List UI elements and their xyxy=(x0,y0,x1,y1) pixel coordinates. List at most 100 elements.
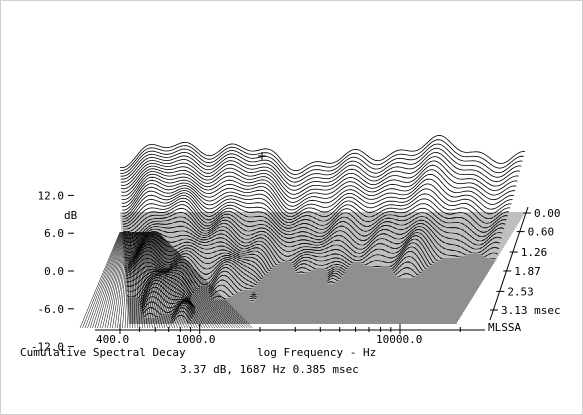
cursor-marker xyxy=(258,152,266,160)
time-tick: 0.00 xyxy=(523,207,561,220)
floor-hatch-line xyxy=(143,231,191,329)
decay-slice-trace xyxy=(122,183,509,224)
software-label: MLSSA xyxy=(488,321,521,334)
floor-hatch-line xyxy=(139,231,168,329)
x-axis-label: log Frequency - Hz xyxy=(257,346,376,359)
y-tick: 0.0 xyxy=(44,265,74,278)
decay-slice-trace xyxy=(121,164,517,199)
y-tick: 12.0 xyxy=(38,189,74,202)
x-tick: 1000.0 xyxy=(176,324,216,346)
floor-hatch-line xyxy=(107,231,127,329)
floor-hatch-line xyxy=(135,231,153,329)
floor-hatch-line xyxy=(142,231,183,329)
y-tick-label: 12.0 xyxy=(38,189,65,202)
decay-slice-trace xyxy=(121,173,513,211)
time-tick-label: 3.13 msec xyxy=(501,304,561,317)
floor-hatch-line xyxy=(145,231,196,329)
floor-hatch-line xyxy=(89,231,123,329)
x-tick-label: 10000.0 xyxy=(376,333,422,346)
floor-hatch-line xyxy=(129,231,132,329)
decay-slice-trace xyxy=(123,228,493,266)
time-tick: 0.60 xyxy=(516,226,555,239)
floor-hatch-line xyxy=(147,231,208,329)
decay-slice-trace xyxy=(120,143,523,179)
decay-slice-trace xyxy=(120,160,518,195)
decay-slice-trace xyxy=(120,147,522,183)
time-tick: 3.13 msec xyxy=(490,304,561,317)
decay-slice-trace xyxy=(121,179,511,219)
y-axis-label: dB xyxy=(64,209,78,222)
time-tick: 2.53 xyxy=(496,285,534,298)
x-tick-label: 400.0 xyxy=(96,333,129,346)
decay-slice-trace xyxy=(122,190,507,233)
floor-hatch-line xyxy=(156,231,248,329)
decay-traces xyxy=(119,134,526,324)
floor-hatch-line xyxy=(112,231,128,329)
decay-slice-fill xyxy=(128,301,463,313)
y-tick: 6.0 xyxy=(44,227,74,240)
floor-hatch-line xyxy=(99,231,125,329)
decay-slice-trace xyxy=(122,186,508,229)
time-axis: 0.00 0.60 1.26 1.87 2.53 3.13 msec xyxy=(489,206,561,321)
cursor-readout: 3.37 dB, 1687 Hz 0.385 msec xyxy=(180,363,359,376)
decay-slice-trace xyxy=(120,139,524,175)
floor-hatch-line xyxy=(122,231,130,329)
floor-hatch-line xyxy=(153,231,233,329)
time-tick-label: 0.00 xyxy=(534,207,561,220)
floor-hatch-line xyxy=(92,231,123,329)
floor-hatch-line xyxy=(131,231,133,329)
decay-slice-trace xyxy=(121,176,512,215)
time-tick: 1.87 xyxy=(503,265,541,278)
floor-hatch-line xyxy=(146,231,203,329)
time-axis-line xyxy=(489,206,529,321)
time-tick-label: 1.26 xyxy=(521,246,548,259)
decay-slice-trace xyxy=(119,134,526,172)
x-tick: 10000.0 xyxy=(376,324,422,346)
floor-hatch-line xyxy=(152,231,231,329)
y-tick: -6.0 xyxy=(38,303,74,316)
decay-slice-trace xyxy=(121,168,516,203)
floor-hatch-line xyxy=(133,231,143,329)
time-tick: 1.26 xyxy=(509,246,548,259)
decay-slice-trace xyxy=(120,151,521,187)
floor-hatch-line xyxy=(145,231,198,329)
x-axis: 400.0 1000.0 10000.0 xyxy=(95,324,485,346)
time-tick-label: 0.60 xyxy=(528,226,555,239)
floor-hatch-line xyxy=(79,231,121,329)
time-tick-label: 1.87 xyxy=(514,265,541,278)
floor-hatch-line xyxy=(119,231,130,329)
y-tick: -12.0 xyxy=(31,341,74,354)
x-tick-label: 1000.0 xyxy=(176,333,216,346)
y-tick-label: 6.0 xyxy=(44,227,64,240)
floor-hatch-line xyxy=(109,231,127,329)
floor-hatch-line xyxy=(152,231,228,329)
y-tick-label: -6.0 xyxy=(38,303,65,316)
floor-hatch-line xyxy=(155,231,243,329)
floor-hatch-line xyxy=(87,231,122,329)
floor-hatch-line xyxy=(94,231,124,329)
floor-hatch-line xyxy=(151,231,226,329)
decay-slice-trace xyxy=(120,156,519,191)
decay-slice-trace xyxy=(123,216,497,260)
floor-hatch-line xyxy=(82,231,121,329)
floor-hatch-line xyxy=(104,231,126,329)
floor-hatch-line xyxy=(154,231,238,329)
x-tick: 400.0 xyxy=(96,324,129,346)
decay-slice-trace xyxy=(123,204,501,254)
floor-hatch-line xyxy=(156,231,246,329)
floor-hatch-line xyxy=(84,231,122,329)
time-tick-label: 2.53 xyxy=(507,285,534,298)
floor-hatch-line xyxy=(127,231,131,329)
floor-hatch-line xyxy=(124,231,131,329)
decay-slice-trace xyxy=(121,171,514,207)
floor-hatch-line xyxy=(150,231,218,329)
floor-hatch-line xyxy=(132,231,141,329)
floor-hatch-line xyxy=(157,231,251,329)
y-axis: dB 12.0 6.0 0.0 -6.0 -12.0 xyxy=(31,189,78,353)
floor-hatch-line xyxy=(97,231,125,329)
y-tick-label: -12.0 xyxy=(31,341,64,354)
floor-hatch-line xyxy=(150,231,221,329)
y-tick-label: 0.0 xyxy=(44,265,64,278)
chart-title: Cumulative Spectral Decay xyxy=(20,346,186,359)
